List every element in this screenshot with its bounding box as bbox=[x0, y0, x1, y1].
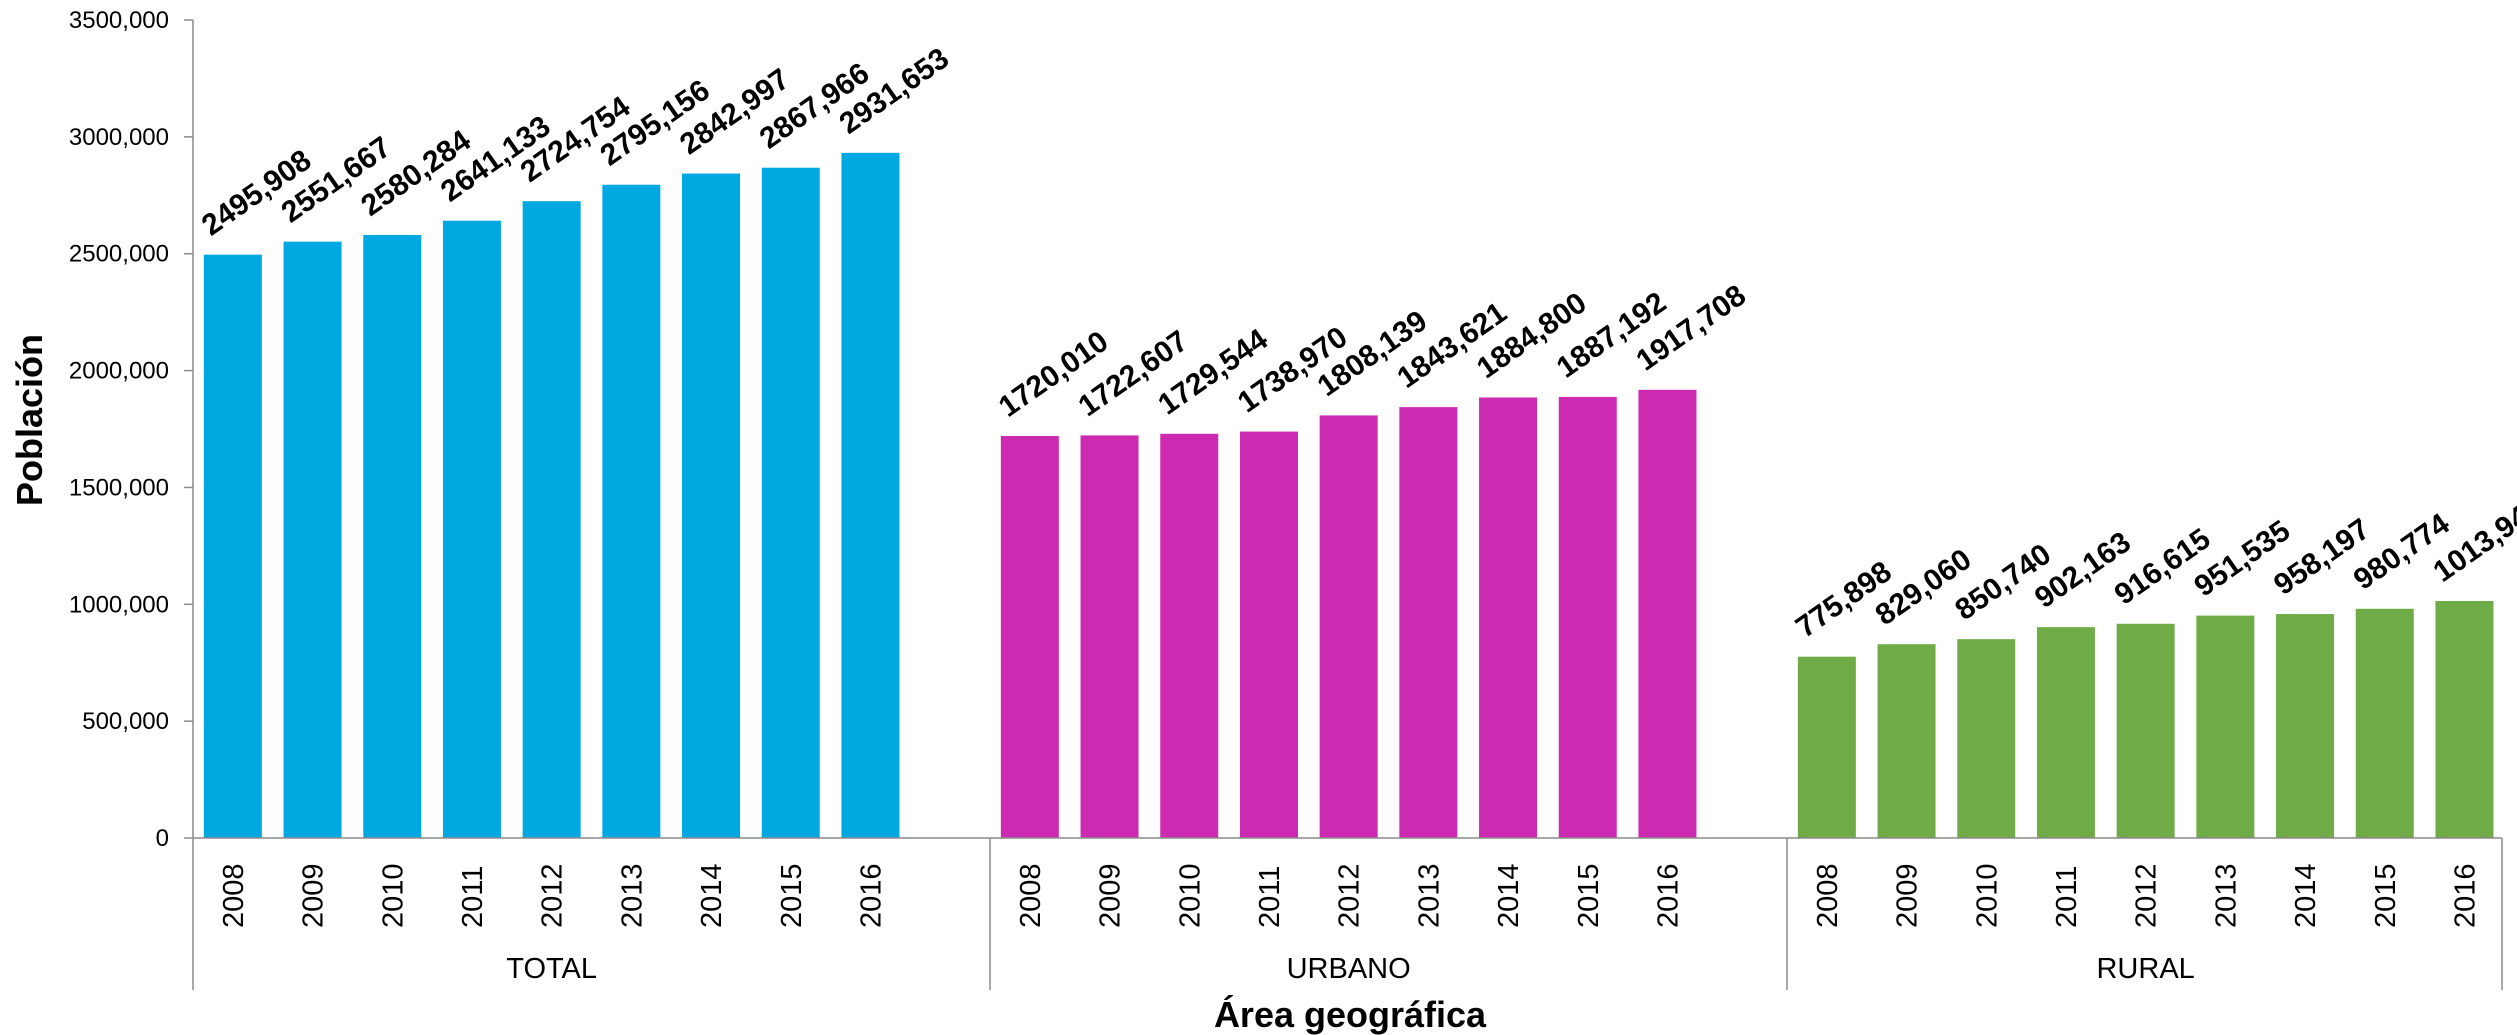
bar-urbano-2015 bbox=[1558, 396, 1617, 838]
group-label-urbano: URBANO bbox=[1287, 953, 1411, 985]
x-axis-title: Área geográfica bbox=[1214, 994, 1487, 1035]
x-tick-label: 2010 bbox=[377, 863, 409, 928]
bars-layer bbox=[203, 152, 2494, 839]
bar-urbano-2010 bbox=[1160, 433, 1219, 838]
x-tick-label: 2011 bbox=[457, 866, 489, 928]
bar-urbano-2008 bbox=[1000, 436, 1059, 838]
bar-urbano-2012 bbox=[1319, 415, 1378, 838]
x-tick-label: 2013 bbox=[616, 863, 648, 928]
x-tick-label: 2014 bbox=[1493, 863, 1525, 928]
y-tick-label: 2000,000 bbox=[69, 358, 169, 385]
bar-total-2010 bbox=[363, 234, 422, 838]
x-tick-label: 2016 bbox=[2449, 863, 2481, 928]
y-tick-label: 3500,000 bbox=[69, 7, 169, 34]
x-tick-label: 2012 bbox=[537, 863, 569, 928]
bar-total-2011 bbox=[442, 220, 501, 838]
x-tick-label: 2015 bbox=[776, 863, 808, 928]
y-tick-label: 500,000 bbox=[82, 708, 169, 735]
bar-urbano-2014 bbox=[1479, 397, 1538, 838]
x-tick-label: 2009 bbox=[298, 863, 330, 928]
bar-rural-2010 bbox=[1957, 639, 2016, 838]
bar-total-2015 bbox=[761, 167, 820, 838]
bar-rural-2011 bbox=[2036, 627, 2095, 838]
bar-urbano-2016 bbox=[1638, 389, 1697, 838]
x-tick-label: 2016 bbox=[1652, 863, 1684, 928]
bar-urbano-2013 bbox=[1399, 407, 1458, 838]
bar-rural-2013 bbox=[2196, 615, 2255, 838]
x-tick-label: 2010 bbox=[1971, 863, 2003, 928]
group-label-total: TOTAL bbox=[506, 953, 597, 985]
x-tick-label: 2010 bbox=[1174, 863, 1206, 928]
bar-rural-2016 bbox=[2435, 601, 2494, 838]
x-tick-label: 2008 bbox=[218, 863, 250, 928]
x-tick-label: 2014 bbox=[696, 863, 728, 928]
y-tick-label: 3000,000 bbox=[69, 124, 169, 151]
y-axis-title: Población bbox=[9, 334, 50, 506]
group-label-rural: RURAL bbox=[2096, 953, 2194, 985]
x-tick-label: 2009 bbox=[1095, 863, 1127, 928]
bar-urbano-2009 bbox=[1080, 435, 1139, 838]
y-tick-label: 1500,000 bbox=[69, 474, 169, 501]
y-tick-label: 0 bbox=[156, 825, 169, 852]
bar-total-2014 bbox=[682, 173, 741, 839]
bar-rural-2009 bbox=[1877, 644, 1936, 838]
x-tick-label: 2013 bbox=[1413, 863, 1445, 928]
bar-total-2016 bbox=[841, 152, 900, 838]
bar-urbano-2011 bbox=[1239, 431, 1298, 838]
y-tick-label: 2500,000 bbox=[69, 241, 169, 268]
bar-total-2013 bbox=[602, 184, 661, 838]
bar-rural-2008 bbox=[1797, 656, 1856, 838]
bar-rural-2015 bbox=[2355, 608, 2414, 838]
x-tick-label: 2009 bbox=[1892, 863, 1924, 928]
bar-total-2008 bbox=[203, 254, 262, 838]
x-tick-label: 2014 bbox=[2290, 863, 2322, 928]
y-tick-label: 1000,000 bbox=[69, 591, 169, 618]
x-tick-label: 2015 bbox=[2370, 863, 2402, 928]
data-label-rural-2015: 980,774 bbox=[2348, 507, 2456, 596]
bar-total-2009 bbox=[283, 241, 342, 838]
x-tick-label: 2011 bbox=[2051, 866, 2083, 928]
x-tick-label: 2008 bbox=[1015, 863, 1047, 928]
x-tick-label: 2015 bbox=[1573, 863, 1605, 928]
bar-rural-2012 bbox=[2116, 623, 2175, 838]
x-tick-label: 2013 bbox=[2210, 863, 2242, 928]
x-tick-label: 2012 bbox=[2131, 863, 2163, 928]
x-tick-label: 2016 bbox=[855, 863, 887, 928]
bar-rural-2014 bbox=[2276, 614, 2335, 838]
x-tick-label: 2008 bbox=[1812, 863, 1844, 928]
x-tick-label: 2011 bbox=[1254, 866, 1286, 928]
axes-layer: 0 500,000 1000,000 1500,000 2000,000 2500,000… bbox=[69, 7, 2503, 990]
x-tick-label: 2012 bbox=[1334, 863, 1366, 928]
bar-total-2012 bbox=[522, 201, 581, 839]
